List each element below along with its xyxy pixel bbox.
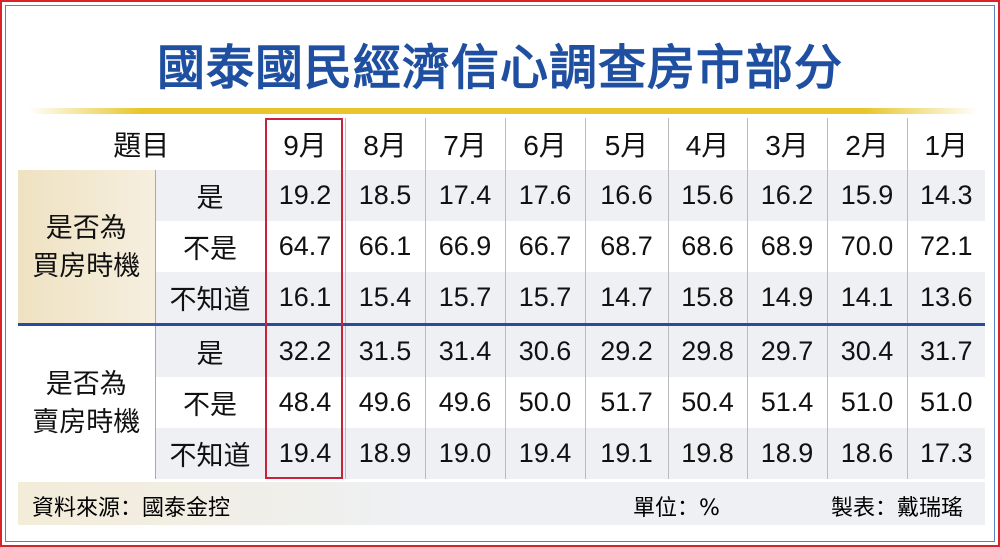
value-cell: 14.3 xyxy=(906,170,985,221)
value-cell: 50.0 xyxy=(504,377,585,428)
value-cell: 70.0 xyxy=(826,221,907,272)
value-cell: 16.6 xyxy=(584,170,668,221)
value-cell: 15.8 xyxy=(667,272,747,325)
data-table: 題目 9月 8月 7月 6月 5月 4月 3月 2月 1月 是否為 買房時機是 19.2 18.5 17.4… xyxy=(18,118,985,479)
value-cell: 49.6 xyxy=(424,377,505,428)
table-row: 不是 48.4 49.6 49.6 50.0 51.7 50.4 51.4 51.0 51.0 xyxy=(18,377,985,428)
value-cell: 29.7 xyxy=(746,323,827,377)
value-cell: 31.7 xyxy=(906,323,985,377)
value-cell: 15.9 xyxy=(826,170,907,221)
footer: 資料來源：國泰金控 單位：% 製表：戴瑞瑤 xyxy=(18,482,985,525)
value-cell: 66.9 xyxy=(424,221,505,272)
group-label-line: 是否為 xyxy=(45,368,127,399)
value-cell: 30.4 xyxy=(826,323,907,377)
row-label: 不是 xyxy=(154,221,265,272)
value-cell: 15.4 xyxy=(344,272,425,325)
value-cell: 14.1 xyxy=(826,272,907,325)
table-row: 不知道 19.4 18.9 19.0 19.4 19.1 19.8 18.9 18.6 17.3 xyxy=(18,428,985,479)
header-label: 題目 xyxy=(113,130,170,161)
column-header: 8月 xyxy=(344,118,425,170)
column-header: 4月 xyxy=(667,118,747,170)
row-label: 不知道 xyxy=(154,428,265,479)
source-note: 資料來源：國泰金控 xyxy=(32,496,231,521)
value-cell: 50.4 xyxy=(667,377,747,428)
value-cell: 16.1 xyxy=(264,272,345,325)
value-cell: 68.6 xyxy=(667,221,747,272)
inner-frame xyxy=(5,5,995,542)
value-cell: 72.1 xyxy=(906,221,985,272)
value-cell: 18.6 xyxy=(826,428,907,479)
group-label: 是否為 買房時機 xyxy=(18,170,155,325)
value-cell: 29.8 xyxy=(667,323,747,377)
value-cell: 17.6 xyxy=(504,170,585,221)
value-cell: 66.1 xyxy=(344,221,425,272)
value-cell: 18.9 xyxy=(344,428,425,479)
value-cell: 48.4 xyxy=(264,377,345,428)
value-cell: 19.0 xyxy=(424,428,505,479)
value-cell: 31.4 xyxy=(424,323,505,377)
value-cell: 68.7 xyxy=(584,221,668,272)
value-cell: 15.7 xyxy=(424,272,505,325)
row-label: 不是 xyxy=(154,377,265,428)
column-header: 9月 xyxy=(264,118,345,170)
column-header: 5月 xyxy=(584,118,668,170)
value-cell: 51.0 xyxy=(906,377,985,428)
value-cell: 51.0 xyxy=(826,377,907,428)
title-underline xyxy=(28,108,978,114)
column-header: 7月 xyxy=(424,118,505,170)
value-cell: 19.1 xyxy=(584,428,668,479)
value-cell: 19.2 xyxy=(264,170,345,221)
header-row: 題目 9月 8月 7月 6月 5月 4月 3月 2月 1月 xyxy=(18,118,985,170)
value-cell: 51.7 xyxy=(584,377,668,428)
row-label: 不知道 xyxy=(154,272,265,325)
value-cell: 15.7 xyxy=(504,272,585,325)
value-cell: 16.2 xyxy=(746,170,827,221)
group-label-line: 是否為 xyxy=(45,212,127,243)
value-cell: 15.6 xyxy=(667,170,747,221)
value-cell: 30.6 xyxy=(504,323,585,377)
value-cell: 66.7 xyxy=(504,221,585,272)
value-cell: 19.8 xyxy=(667,428,747,479)
value-cell: 31.5 xyxy=(344,323,425,377)
value-cell: 13.6 xyxy=(906,272,985,325)
group-label: 是否為 賣房時機 xyxy=(18,323,155,479)
value-cell: 49.6 xyxy=(344,377,425,428)
value-cell: 18.5 xyxy=(344,170,425,221)
unit-note: 單位：% xyxy=(633,496,720,521)
column-header: 2月 xyxy=(826,118,907,170)
row-label: 是 xyxy=(154,323,265,377)
column-header: 1月 xyxy=(906,118,985,170)
value-cell: 14.9 xyxy=(746,272,827,325)
value-cell: 19.4 xyxy=(264,428,345,479)
group-label-line: 賣房時機 xyxy=(32,406,141,437)
table-row: 不是 64.7 66.1 66.9 66.7 68.7 68.6 68.9 70.0 72.1 xyxy=(18,221,985,272)
value-cell: 32.2 xyxy=(264,323,345,377)
table-row: 是否為買房時機是 19.2 18.5 17.4 17.6 16.6 15.6 16.2 15.9… xyxy=(18,170,985,325)
table-row: 是否為賣房時機是 32.2 31.5 31.4 30.6 29.2 29.8 29.7 30.4… xyxy=(18,323,985,479)
value-cell: 68.9 xyxy=(746,221,827,272)
highlight-column-box xyxy=(265,118,343,479)
chart-title: 國泰國民經濟信心調查房市部分 xyxy=(156,40,843,96)
value-cell: 29.2 xyxy=(584,323,668,377)
value-cell: 51.4 xyxy=(746,377,827,428)
value-cell: 19.4 xyxy=(504,428,585,479)
group-label-line: 買房時機 xyxy=(32,250,141,281)
value-cell: 18.9 xyxy=(746,428,827,479)
column-header: 6月 xyxy=(504,118,585,170)
credit-note: 製表：戴瑞瑤 xyxy=(831,496,964,521)
value-cell: 17.4 xyxy=(424,170,505,221)
value-cell: 17.3 xyxy=(906,428,985,479)
column-header: 3月 xyxy=(746,118,827,170)
value-cell: 14.7 xyxy=(584,272,668,325)
value-cell: 64.7 xyxy=(264,221,345,272)
table-row: 不知道 16.1 15.4 15.7 15.7 14.7 15.8 14.9 14.1 13.6 xyxy=(18,272,985,325)
row-label: 是 xyxy=(154,170,265,221)
